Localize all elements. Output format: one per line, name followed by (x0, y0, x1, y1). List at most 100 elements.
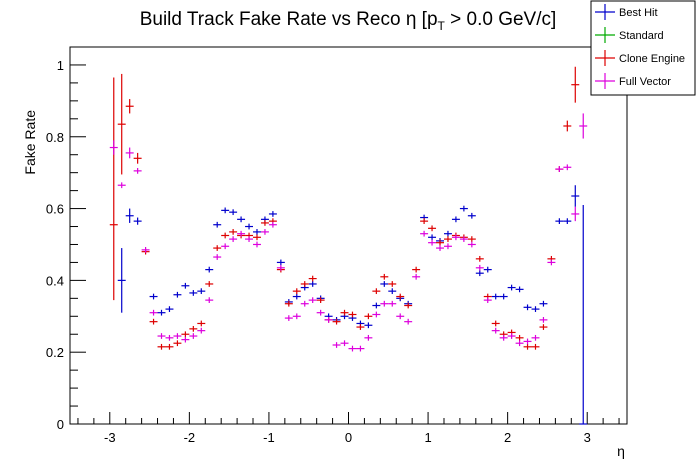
data-point (245, 223, 254, 230)
data-point (428, 225, 437, 232)
data-point (396, 293, 405, 300)
data-point (149, 293, 158, 300)
data-point (571, 66, 580, 103)
data-point (483, 266, 492, 273)
data-point (300, 300, 309, 307)
data-point (237, 230, 246, 237)
data-point (221, 207, 230, 214)
data-point (443, 243, 452, 250)
data-point (388, 288, 397, 295)
data-point (276, 259, 285, 266)
data-point (292, 313, 301, 320)
data-point (213, 245, 222, 251)
data-point (531, 343, 540, 350)
data-point (332, 318, 341, 325)
legend-item: Full Vector (595, 73, 671, 89)
series-full-vector (109, 113, 588, 352)
data-point (467, 241, 476, 248)
data-point (125, 208, 134, 223)
data-point (443, 230, 452, 237)
data-point (173, 340, 182, 347)
data-point (141, 246, 150, 253)
data-point (531, 334, 540, 341)
legend-label: Clone Engine (619, 53, 685, 65)
data-point (364, 334, 373, 341)
data-point (205, 281, 214, 287)
data-point (483, 297, 492, 304)
data-point (380, 281, 389, 287)
data-point (292, 293, 301, 300)
legend: Best Hit Standard Clone Engine Full Vector (590, 0, 696, 96)
data-series (109, 66, 588, 425)
data-point (443, 236, 452, 242)
data-point (436, 239, 444, 246)
data-point (181, 282, 190, 289)
data-point (380, 273, 389, 280)
data-point (451, 234, 460, 241)
data-point (515, 340, 524, 347)
data-point (268, 221, 277, 228)
x-tick-label: 3 (584, 430, 591, 445)
data-point (388, 300, 397, 307)
data-point (173, 333, 182, 339)
data-point (436, 245, 444, 251)
data-point (253, 241, 261, 248)
data-point (157, 309, 166, 316)
data-point (165, 306, 174, 312)
data-point (491, 320, 500, 327)
data-point (189, 325, 198, 332)
data-point (229, 229, 238, 235)
data-point (491, 293, 500, 300)
x-tick-label: -1 (263, 430, 275, 445)
data-point (563, 164, 572, 171)
data-point (579, 113, 588, 139)
x-tick-label: 1 (424, 430, 431, 445)
data-point (348, 345, 357, 352)
data-point (125, 99, 134, 114)
data-point (316, 309, 325, 316)
data-point (221, 232, 230, 239)
data-point (372, 311, 381, 318)
data-point (579, 204, 588, 425)
data-point (420, 230, 429, 237)
x-axis-label: η (617, 443, 625, 459)
data-point (523, 343, 532, 350)
data-point (117, 73, 126, 175)
y-axis: 0 0.2 0.4 0.6 0.8 1 (46, 58, 86, 432)
data-point (133, 152, 142, 164)
data-point (292, 288, 301, 295)
data-point (205, 266, 214, 273)
legend-item: Clone Engine (595, 50, 685, 66)
data-point (372, 302, 381, 309)
legend-item: Standard (595, 27, 664, 43)
data-point (189, 290, 198, 296)
legend-label: Standard (619, 30, 664, 42)
x-tick-label: 0 (345, 430, 352, 445)
data-point (547, 259, 556, 266)
data-point (571, 185, 580, 207)
chart-title: Build Track Fake Rate vs Reco η [pT > 0.… (140, 9, 557, 33)
data-point (340, 309, 349, 316)
data-point (189, 333, 198, 339)
data-point (412, 266, 421, 273)
data-point (197, 320, 206, 327)
legend-label: Best Hit (619, 7, 658, 19)
data-point (563, 120, 572, 132)
y-tick-label: 0.4 (46, 273, 64, 288)
x-tick-label: -3 (104, 430, 116, 445)
data-point (404, 302, 413, 309)
data-point (539, 324, 548, 330)
data-point (117, 248, 126, 313)
data-point (213, 254, 222, 260)
data-point (181, 331, 190, 338)
data-point (539, 300, 548, 307)
data-point (300, 281, 309, 287)
data-point (197, 288, 206, 295)
data-point (253, 234, 261, 241)
data-point (149, 309, 158, 316)
data-point (165, 343, 174, 350)
data-point (356, 324, 365, 330)
data-point (475, 255, 484, 262)
data-point (499, 293, 508, 300)
data-point (412, 273, 421, 280)
